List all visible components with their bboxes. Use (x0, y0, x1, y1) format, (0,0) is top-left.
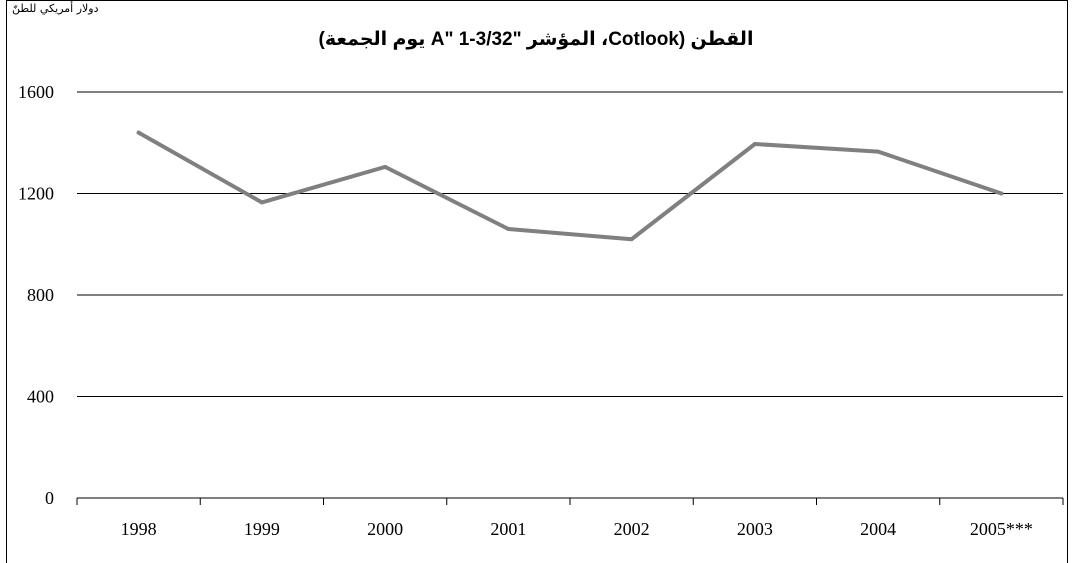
data-point-1999 (259, 200, 264, 205)
x-tick-label-2000: 2000 (367, 519, 403, 539)
series-line (136, 130, 1004, 242)
x-tick-label-2005***: 2005*** (970, 519, 1033, 539)
x-tick-label-2001: 2001 (490, 519, 526, 539)
x-tick-label-1999: 1999 (244, 519, 280, 539)
x-tick-label-2002: 2002 (614, 519, 650, 539)
data-point-1998 (136, 130, 141, 135)
x-tick-label-2004: 2004 (860, 519, 896, 539)
data-point-2004 (876, 149, 881, 154)
x-tick-label-1998: 1998 (121, 519, 157, 539)
y-tick-label-1200: 1200 (18, 184, 54, 204)
chart-frame (6, 0, 1068, 563)
x-tick-label-2003: 2003 (737, 519, 773, 539)
data-point-2000 (383, 164, 388, 169)
y-tick-label-0: 0 (45, 488, 54, 508)
chart-title: القطن (Cotlook، المؤشر "A" 1-3/32 يوم ال… (318, 29, 754, 50)
y-tick-label-1600: 1600 (18, 82, 54, 102)
data-point-2001 (506, 227, 511, 232)
y-axis-unit-label: دولار أمريكي للطنّ (12, 2, 99, 15)
data-point-2002 (629, 237, 634, 242)
data-point-2003 (752, 142, 757, 147)
y-tick-label-800: 800 (27, 285, 54, 305)
y-tick-label-400: 400 (27, 387, 54, 407)
data-point-2005*** (999, 191, 1004, 196)
